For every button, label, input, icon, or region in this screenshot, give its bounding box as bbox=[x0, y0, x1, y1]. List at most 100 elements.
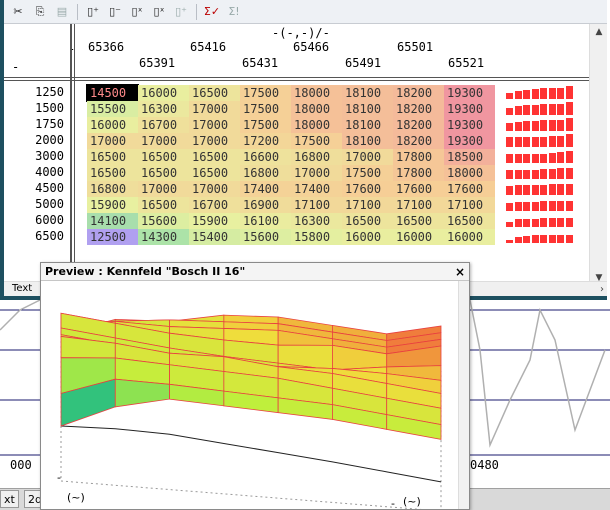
map-cell[interactable]: 16600 bbox=[240, 149, 291, 165]
close-icon[interactable]: × bbox=[454, 265, 465, 279]
insert-col-icon[interactable]: ▯ˣ bbox=[131, 5, 143, 18]
map-cell[interactable]: 18500 bbox=[444, 149, 495, 165]
map-cell[interactable]: 16500 bbox=[138, 165, 189, 181]
map-cell[interactable]: 17500 bbox=[240, 101, 291, 117]
map-cell[interactable]: 16000 bbox=[444, 229, 495, 245]
map-cell[interactable]: 18200 bbox=[393, 101, 444, 117]
map-cell[interactable]: 16500 bbox=[189, 165, 240, 181]
map-cell[interactable]: 16700 bbox=[189, 197, 240, 213]
map-cell[interactable]: 18200 bbox=[393, 85, 444, 101]
map-cell[interactable]: 16800 bbox=[291, 149, 342, 165]
map-cell[interactable]: 17500 bbox=[342, 165, 393, 181]
map-cell[interactable]: 14500 bbox=[86, 84, 139, 102]
map-cell[interactable]: 18200 bbox=[393, 133, 444, 149]
map-cell[interactable]: 16000 bbox=[138, 85, 189, 101]
map-cell[interactable]: 16000 bbox=[342, 229, 393, 245]
map-cell[interactable]: 17500 bbox=[240, 117, 291, 133]
map-cell[interactable]: 17400 bbox=[240, 181, 291, 197]
map-cell[interactable]: 16700 bbox=[138, 117, 189, 133]
map-cell[interactable]: 17100 bbox=[291, 197, 342, 213]
sum-check-icon[interactable]: Σ✓ bbox=[203, 5, 221, 18]
map-cell[interactable]: 17000 bbox=[291, 165, 342, 181]
map-cell[interactable]: 16900 bbox=[240, 197, 291, 213]
scroll-right-icon[interactable]: › bbox=[600, 284, 604, 295]
map-cell[interactable]: 18100 bbox=[342, 117, 393, 133]
map-cell[interactable]: 17100 bbox=[393, 197, 444, 213]
map-cell[interactable]: 16500 bbox=[393, 213, 444, 229]
map-cell[interactable]: 15900 bbox=[189, 213, 240, 229]
map-cell[interactable]: 16500 bbox=[189, 85, 240, 101]
map-cell[interactable]: 14100 bbox=[87, 213, 138, 229]
map-cell[interactable]: 17000 bbox=[189, 101, 240, 117]
map-cell[interactable]: 15900 bbox=[87, 197, 138, 213]
map-cell[interactable]: 19300 bbox=[444, 133, 495, 149]
map-cell[interactable]: 16800 bbox=[240, 165, 291, 181]
map-cell[interactable]: 16500 bbox=[87, 165, 138, 181]
map-cell[interactable]: 16500 bbox=[138, 197, 189, 213]
map-cell[interactable]: 18000 bbox=[291, 117, 342, 133]
map-cell[interactable]: 19300 bbox=[444, 85, 495, 101]
map-cell[interactable]: 18100 bbox=[342, 101, 393, 117]
insert-row-icon[interactable]: ▯⁺ bbox=[87, 5, 99, 18]
map-cell[interactable]: 15600 bbox=[240, 229, 291, 245]
map-cell[interactable]: 17000 bbox=[138, 181, 189, 197]
map-cell[interactable]: 17800 bbox=[393, 149, 444, 165]
cut-icon[interactable]: ✂ bbox=[13, 5, 23, 18]
map-grid[interactable]: -(-,-)/- - - 65366 65416 65466 65501 653… bbox=[4, 24, 589, 286]
map-cell[interactable]: 16000 bbox=[87, 117, 138, 133]
map-cell[interactable]: 12500 bbox=[87, 229, 138, 245]
map-cell[interactable]: 18100 bbox=[342, 133, 393, 149]
map-cell[interactable]: 18200 bbox=[393, 117, 444, 133]
map-cell[interactable]: 16500 bbox=[87, 149, 138, 165]
map-cell[interactable]: 18000 bbox=[444, 165, 495, 181]
surface-plot[interactable]: (~) - (~) - bbox=[41, 281, 469, 509]
map-cell[interactable]: 17000 bbox=[189, 117, 240, 133]
scroll-up-icon[interactable]: ▲ bbox=[595, 27, 603, 37]
copy-icon[interactable]: ⎘ bbox=[35, 4, 45, 18]
map-cell[interactable]: 14300 bbox=[138, 229, 189, 245]
map-cell[interactable]: 17600 bbox=[342, 181, 393, 197]
delete-row-icon[interactable]: ▯⁻ bbox=[109, 5, 121, 18]
map-cell[interactable]: 17100 bbox=[444, 197, 495, 213]
map-cell[interactable]: 15500 bbox=[87, 101, 138, 117]
map-cell[interactable]: 17500 bbox=[240, 85, 291, 101]
sum-icon[interactable]: Σ! bbox=[228, 5, 240, 18]
map-cell[interactable]: 15800 bbox=[291, 229, 342, 245]
map-cell[interactable]: 16500 bbox=[138, 149, 189, 165]
map-cell[interactable]: 18000 bbox=[291, 101, 342, 117]
scroll-down-icon[interactable]: ▼ bbox=[595, 273, 603, 283]
map-cell[interactable]: 16100 bbox=[240, 213, 291, 229]
map-cell[interactable]: 17800 bbox=[393, 165, 444, 181]
map-cell[interactable]: 17600 bbox=[444, 181, 495, 197]
map-cell[interactable]: 17100 bbox=[342, 197, 393, 213]
map-cell[interactable]: 17000 bbox=[342, 149, 393, 165]
map-cell[interactable]: 17400 bbox=[291, 181, 342, 197]
map-cell[interactable]: 18100 bbox=[342, 85, 393, 101]
map-cell[interactable]: 15400 bbox=[189, 229, 240, 245]
delete-col-icon[interactable]: ▯ˣ bbox=[153, 5, 165, 18]
map-cell[interactable]: 17500 bbox=[291, 133, 342, 149]
map-cell[interactable]: 17600 bbox=[393, 181, 444, 197]
paste-icon[interactable]: ▤ bbox=[56, 5, 68, 18]
copy-map-icon[interactable]: ▯⁺ bbox=[175, 5, 187, 18]
preview-scrollbar[interactable] bbox=[458, 281, 469, 509]
background-tab-text[interactable]: xt bbox=[0, 490, 19, 508]
vertical-scrollbar[interactable]: ▲ ▼ bbox=[589, 24, 607, 286]
map-cell[interactable]: 16300 bbox=[138, 101, 189, 117]
map-cell[interactable]: 17000 bbox=[138, 133, 189, 149]
map-cell[interactable]: 18000 bbox=[291, 85, 342, 101]
map-cell[interactable]: 16500 bbox=[189, 149, 240, 165]
map-cell[interactable]: 16300 bbox=[291, 213, 342, 229]
map-cell[interactable]: 16000 bbox=[393, 229, 444, 245]
map-cell[interactable]: 15600 bbox=[138, 213, 189, 229]
map-cell[interactable]: 17000 bbox=[87, 133, 138, 149]
map-cell[interactable]: 16500 bbox=[342, 213, 393, 229]
map-cell[interactable]: 16500 bbox=[444, 213, 495, 229]
map-cell[interactable]: 17200 bbox=[240, 133, 291, 149]
map-cell[interactable]: 17000 bbox=[189, 181, 240, 197]
map-cell[interactable]: 19300 bbox=[444, 101, 495, 117]
tab-text[interactable]: Text bbox=[12, 283, 33, 294]
map-cell[interactable]: 19300 bbox=[444, 117, 495, 133]
map-cell[interactable]: 17000 bbox=[189, 133, 240, 149]
map-cell[interactable]: 16800 bbox=[87, 181, 138, 197]
